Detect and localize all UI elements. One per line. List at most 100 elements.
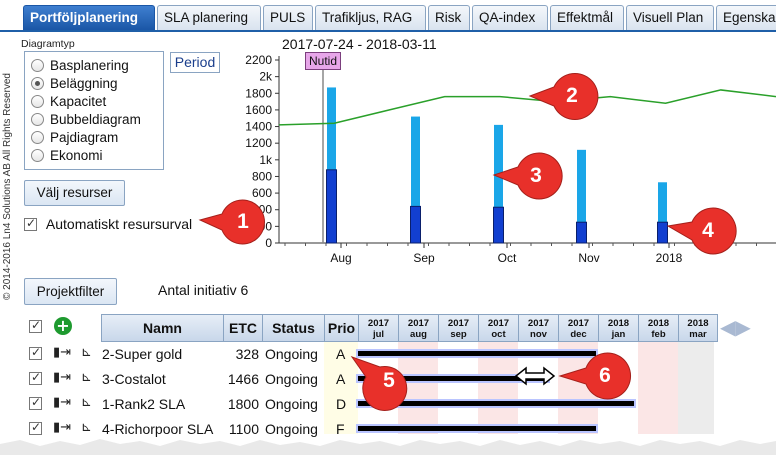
callout-3: 3 xyxy=(492,152,566,200)
table-row[interactable]: ▮⇥ ⊾ 4-Richorpoor SLA 1100 Ongoing F xyxy=(0,417,776,442)
chart-title: 2017-07-24 - 2018-03-11 xyxy=(282,36,437,52)
chart-icon[interactable]: ⊾ xyxy=(81,344,92,359)
resize-double-arrow-icon[interactable] xyxy=(514,366,556,386)
radio-circle[interactable] xyxy=(31,113,44,126)
bar-allocated xyxy=(410,205,421,244)
radio-label: Ekonomi xyxy=(50,148,103,163)
radio-circle[interactable] xyxy=(31,131,44,144)
x-tick-label: Nov xyxy=(578,251,599,265)
tab-puls[interactable]: PULS xyxy=(263,5,313,30)
gantt-bar[interactable] xyxy=(358,376,548,381)
now-marker-label: Nutid xyxy=(305,52,341,70)
radio-pajdiagram[interactable]: Pajdiagram xyxy=(31,129,118,147)
add-project-icon[interactable]: + xyxy=(54,317,72,335)
tab-visuell-plan[interactable]: Visuell Plan xyxy=(626,5,714,30)
month-stripe xyxy=(478,342,518,434)
radio-kapacitet[interactable]: Kapacitet xyxy=(31,93,106,111)
row-etc: 1466 xyxy=(227,371,259,387)
radio-circle-selected[interactable] xyxy=(31,77,44,90)
occupancy-chart: 02004006008001k12001400160018002k2200 Au… xyxy=(245,53,776,265)
gantt-bar[interactable] xyxy=(358,401,634,406)
open-project-icon[interactable]: ▮⇥ xyxy=(53,419,72,434)
tab-sla-planering[interactable]: SLA planering xyxy=(157,5,261,30)
radio-ekonomi[interactable]: Ekonomi xyxy=(31,147,103,165)
gantt-bar[interactable] xyxy=(358,426,596,431)
bar-total xyxy=(327,87,336,243)
radio-label: Pajdiagram xyxy=(50,130,119,145)
x-tick-label: Oct xyxy=(498,251,517,265)
tab-trafikljus[interactable]: Trafikljus, RAG xyxy=(315,5,426,30)
callout-6: 6 xyxy=(558,352,640,400)
y-tick-label: 600 xyxy=(252,186,272,200)
y-tick-label: 0 xyxy=(265,236,272,250)
scroll-right-icon[interactable]: ▶ xyxy=(735,315,751,339)
copyright-text: © 2014-2016 Ln4 Solutions AB All Rights … xyxy=(2,73,13,300)
tab-portfoljplanering[interactable]: Portföljplanering xyxy=(23,5,155,30)
select-all-checkbox-wrap[interactable] xyxy=(29,318,42,336)
select-resources-button[interactable]: Välj resurser xyxy=(24,180,125,206)
tab-effektmal[interactable]: Effektmål xyxy=(550,5,624,30)
radio-circle[interactable] xyxy=(31,95,44,108)
row-name: 4-Richorpoor SLA xyxy=(102,421,214,437)
row-checkbox[interactable] xyxy=(29,420,42,435)
bar-total xyxy=(658,182,667,243)
row-prio: D xyxy=(336,396,347,412)
x-tick-label: Sep xyxy=(413,251,435,265)
bar-allocated xyxy=(326,169,337,244)
month-header-mar: 2018 mar xyxy=(678,314,718,342)
radio-label: Basplanering xyxy=(50,58,129,73)
auto-resource-option[interactable]: Automatiskt resursurval xyxy=(24,216,192,232)
period-button[interactable]: Period xyxy=(170,52,220,73)
open-project-icon[interactable]: ▮⇥ xyxy=(53,394,72,409)
diagram-type-group: Basplanering Beläggning Kapacitet Bubbel… xyxy=(24,51,164,170)
tab-risk[interactable]: Risk xyxy=(428,5,470,30)
row-checkbox[interactable] xyxy=(29,370,42,385)
row-name: 1-Rank2 SLA xyxy=(102,396,186,412)
column-header-prio[interactable]: Prio xyxy=(324,314,358,342)
scroll-left-icon[interactable]: ◀ xyxy=(720,315,736,339)
month-header-feb: 2018 feb xyxy=(638,314,678,342)
open-project-icon[interactable]: ▮⇥ xyxy=(53,344,72,359)
y-tick-label: 1600 xyxy=(245,103,272,117)
bar-allocated xyxy=(657,221,668,244)
x-tick-label: Aug xyxy=(330,251,351,265)
chart-icon[interactable]: ⊾ xyxy=(81,419,92,434)
column-header-etc[interactable]: ETC xyxy=(223,314,262,342)
tab-qa-index[interactable]: QA-index xyxy=(472,5,548,30)
open-project-icon[interactable]: ▮⇥ xyxy=(53,369,72,384)
project-filter-button[interactable]: Projektfilter xyxy=(24,278,117,305)
x-axis-tick-labels: Aug Sep Oct Nov 2018 xyxy=(330,251,682,265)
month-header-jan: 2018 jan xyxy=(598,314,638,342)
row-checkbox[interactable] xyxy=(29,395,42,410)
diagram-type-label: Diagramtyp xyxy=(21,38,75,50)
row-prio: A xyxy=(336,346,346,362)
auto-resource-checkbox[interactable] xyxy=(24,216,37,231)
timeline-scroll-arrows[interactable]: ◀▶ xyxy=(720,314,766,342)
month-header-nov: 2017 nov xyxy=(518,314,558,342)
y-tick-label: 1800 xyxy=(245,86,272,100)
callout-1: 1 xyxy=(198,199,270,245)
row-etc: 328 xyxy=(235,346,259,362)
radio-bubbeldiagram[interactable]: Bubbeldiagram xyxy=(31,111,141,129)
y-tick-label: 1400 xyxy=(245,120,272,134)
radio-belaggning[interactable]: Beläggning xyxy=(31,75,118,93)
chart-icon[interactable]: ⊾ xyxy=(81,369,92,384)
table-row[interactable]: ▮⇥ ⊾ 1-Rank2 SLA 1800 Ongoing D xyxy=(0,392,776,417)
radio-label: Bubbeldiagram xyxy=(50,112,141,127)
row-status: Ongoing xyxy=(265,421,318,437)
radio-basplanering[interactable]: Basplanering xyxy=(31,57,129,75)
chart-icon[interactable]: ⊾ xyxy=(81,394,92,409)
table-row[interactable]: ▮⇥ ⊾ 3-Costalot 1466 Ongoing A xyxy=(0,367,776,392)
gantt-bar[interactable] xyxy=(358,351,596,356)
column-header-name[interactable]: Namn xyxy=(101,314,223,342)
radio-circle[interactable] xyxy=(31,149,44,162)
column-header-status[interactable]: Status xyxy=(262,314,324,342)
table-row[interactable]: ▮⇥ ⊾ 2-Super gold 328 Ongoing A xyxy=(0,342,776,367)
row-checkbox[interactable] xyxy=(29,345,42,360)
radio-circle[interactable] xyxy=(31,59,44,72)
radio-label: Kapacitet xyxy=(50,94,107,109)
select-all-checkbox[interactable] xyxy=(29,318,42,333)
month-header-sep: 2017 sep xyxy=(438,314,478,342)
tab-egenskaper[interactable]: Egenskaper xyxy=(716,5,776,30)
row-name: 3-Costalot xyxy=(102,371,166,387)
